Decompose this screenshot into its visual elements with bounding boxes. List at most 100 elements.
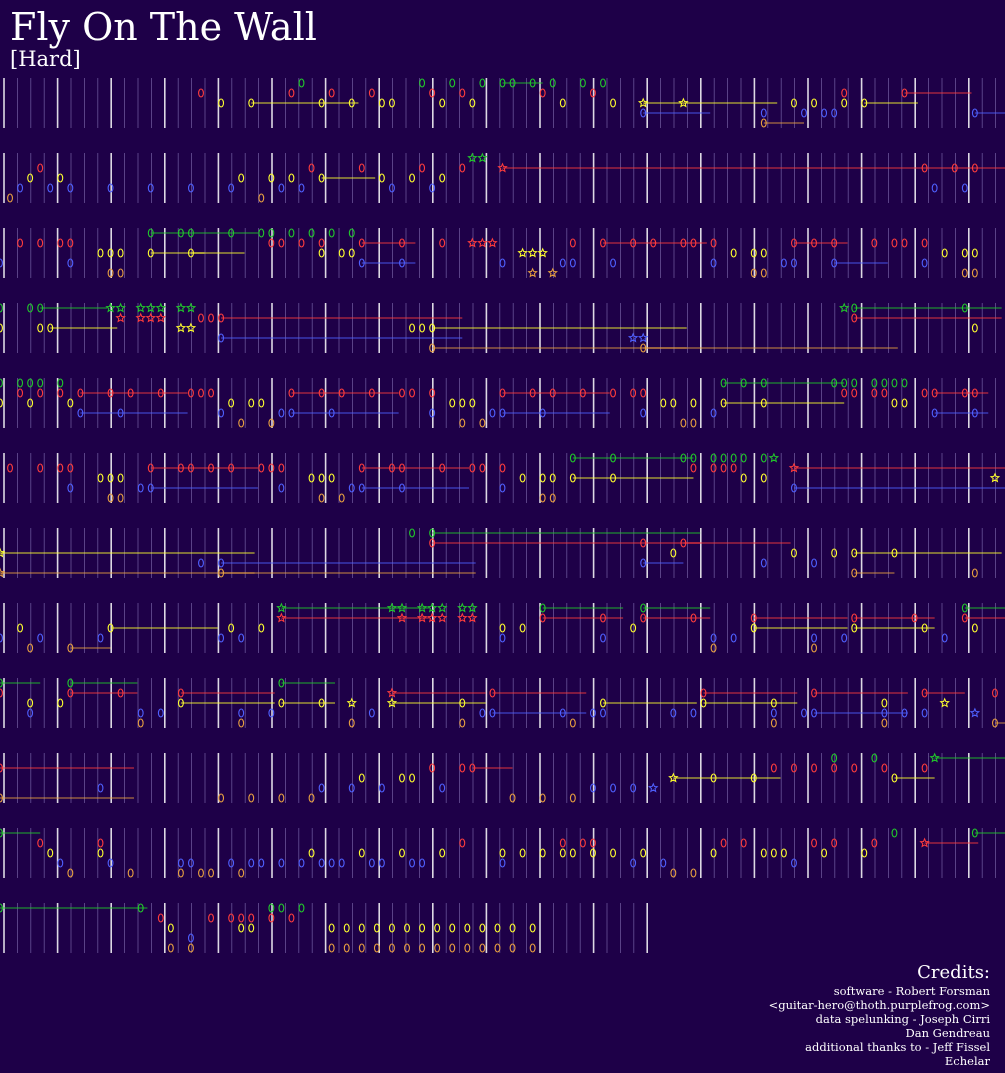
blue-note [288, 408, 295, 418]
blue-note [499, 258, 506, 268]
blue-note [188, 183, 194, 193]
green-note [27, 303, 34, 313]
yellow-note [228, 398, 235, 408]
blue-note [670, 708, 677, 718]
yellow-note [901, 398, 908, 408]
blue-note [238, 708, 245, 718]
red-note [811, 688, 817, 698]
orange-note [127, 868, 134, 878]
red-star-note-icon [416, 612, 428, 623]
blue-note [378, 858, 385, 868]
blue-note [790, 258, 797, 268]
blue-note [157, 708, 164, 718]
green-note [37, 303, 44, 313]
yellow-note [459, 398, 466, 408]
red-note [881, 388, 888, 398]
yellow-note [97, 248, 104, 258]
yellow-note [409, 323, 415, 333]
red-star-note-icon [396, 612, 408, 623]
green-note [268, 903, 275, 913]
orange-note [358, 943, 365, 953]
red-note [811, 763, 817, 773]
red-note [720, 838, 727, 848]
orange-note [107, 268, 114, 278]
blue-note [117, 408, 124, 418]
red-note [851, 613, 858, 623]
blue-note [0, 258, 3, 268]
yellow-note [258, 398, 265, 408]
green-note [137, 903, 144, 913]
green-note [177, 228, 184, 238]
red-note [358, 163, 365, 173]
yellow-note [389, 98, 395, 108]
red-note [991, 688, 998, 698]
yellow-note [378, 98, 385, 108]
orange-note [494, 943, 501, 953]
blue-note [77, 408, 84, 418]
yellow-note [509, 923, 516, 933]
yellow-note [27, 173, 34, 183]
blue-note [640, 408, 647, 418]
blue-note [97, 633, 104, 643]
blue-note [559, 708, 566, 718]
red-note [459, 838, 466, 848]
blue-note [589, 783, 596, 793]
blue-note [630, 858, 637, 868]
yellow-note [760, 248, 767, 258]
green-note [298, 78, 305, 88]
blue-note [318, 783, 325, 793]
red-note [57, 463, 64, 473]
orange-note [167, 943, 174, 953]
green-star-note-icon [135, 302, 146, 313]
blue-note [37, 633, 44, 643]
red-star-note-icon [436, 612, 448, 623]
yellow-note [710, 848, 717, 858]
green-star-note-icon [838, 302, 850, 313]
yellow-note [268, 173, 275, 183]
green-note [499, 78, 506, 88]
yellow-star-note-icon [537, 247, 548, 258]
red-note [67, 688, 74, 698]
yellow-note [921, 623, 928, 633]
yellow-note [730, 248, 737, 258]
yellow-note [358, 923, 365, 933]
yellow-note [499, 848, 506, 858]
orange-note [328, 943, 335, 953]
yellow-note [338, 248, 345, 258]
red-note [419, 163, 426, 173]
yellow-note [97, 473, 104, 483]
red-note [77, 388, 84, 398]
red-note [600, 238, 606, 248]
blue-note [218, 558, 225, 568]
red-note [911, 613, 918, 623]
green-note [730, 453, 737, 463]
green-note [278, 678, 285, 688]
red-note [248, 913, 255, 923]
yellow-note [107, 623, 114, 633]
orange-note [348, 718, 355, 728]
yellow-note [971, 623, 978, 633]
red-note [831, 838, 838, 848]
orange-note [208, 868, 215, 878]
blue-note [710, 633, 717, 643]
orange-note [760, 118, 767, 128]
yellow-note [770, 848, 777, 858]
credit-name-3: Echelar [944, 1054, 990, 1068]
yellow-note [499, 623, 506, 633]
blue-note [409, 858, 415, 868]
red-note [710, 238, 717, 248]
blue-note [971, 408, 978, 418]
credit-data-spelunking: data spelunking - Joseph Cirri [815, 1012, 990, 1026]
blue-note [600, 708, 606, 718]
red-note [198, 313, 204, 323]
yellow-note [378, 173, 385, 183]
orange-note [27, 643, 34, 653]
yellow-star-note-icon [989, 472, 1001, 483]
red-note [127, 388, 134, 398]
orange-note [278, 793, 285, 803]
green-star-note-icon [185, 302, 197, 313]
blue-note [358, 258, 365, 268]
blue-note [801, 708, 807, 718]
red-star-note-icon [145, 312, 156, 323]
blue-note [389, 183, 395, 193]
